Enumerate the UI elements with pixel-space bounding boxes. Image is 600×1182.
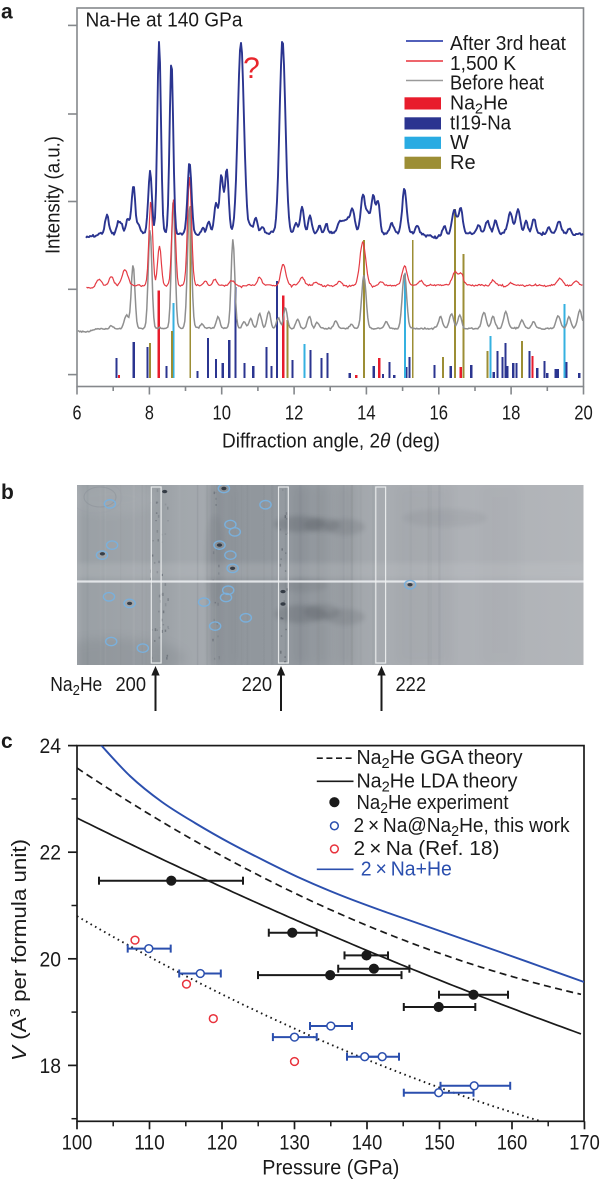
- svg-text:10: 10: [212, 403, 231, 425]
- svg-text:20: 20: [574, 403, 593, 425]
- svg-text:tI19-Na: tI19-Na: [450, 113, 512, 135]
- svg-text:Pressure (GPa): Pressure (GPa): [262, 1157, 399, 1180]
- svg-text:W: W: [450, 132, 469, 154]
- svg-text:130: 130: [279, 1130, 310, 1154]
- svg-text:140: 140: [352, 1130, 383, 1154]
- svg-text:100: 100: [62, 1130, 93, 1154]
- svg-text:150: 150: [424, 1130, 455, 1154]
- svg-text:?: ?: [243, 52, 260, 85]
- svg-text:Before heat: Before heat: [450, 73, 544, 95]
- svg-text:a: a: [1, 1, 13, 24]
- svg-text:120: 120: [207, 1130, 238, 1154]
- svg-text:2 × Na@Na2He, this work: 2 × Na@Na2He, this work: [354, 815, 571, 840]
- svg-text:170: 170: [569, 1130, 600, 1154]
- svg-text:8: 8: [145, 403, 154, 425]
- svg-text:20: 20: [40, 947, 62, 971]
- svg-text:1,500 K: 1,500 K: [450, 53, 517, 75]
- svg-text:14: 14: [357, 403, 376, 425]
- svg-text:18: 18: [502, 403, 521, 425]
- svg-text:After 3rd heat: After 3rd heat: [450, 33, 566, 55]
- svg-text:220: 220: [242, 674, 273, 696]
- svg-text:c: c: [1, 730, 13, 753]
- svg-text:Na2He experiment: Na2He experiment: [357, 792, 509, 817]
- svg-text:200: 200: [116, 674, 147, 696]
- svg-text:b: b: [1, 481, 14, 504]
- svg-text:V (A3 per formula unit): V (A3 per formula unit): [7, 839, 31, 1061]
- svg-text:Na-He at 140 GPa: Na-He at 140 GPa: [86, 10, 244, 32]
- svg-text:2 × Na+He: 2 × Na+He: [361, 858, 452, 880]
- svg-text:Re: Re: [450, 152, 476, 174]
- svg-text:22: 22: [40, 841, 62, 865]
- svg-text:160: 160: [497, 1130, 528, 1154]
- svg-text:Na2He GGA theory: Na2He GGA theory: [357, 747, 523, 772]
- svg-text:16: 16: [430, 403, 449, 425]
- svg-text:Na2He: Na2He: [450, 93, 508, 118]
- svg-text:Diffraction angle, 2θ (deg): Diffraction angle, 2θ (deg): [222, 431, 440, 453]
- svg-text:12: 12: [285, 403, 304, 425]
- svg-text:6: 6: [73, 403, 82, 425]
- svg-text:110: 110: [134, 1130, 165, 1154]
- svg-text:Intensity (a.u.): Intensity (a.u.): [43, 136, 65, 254]
- svg-text:2 × Na (Ref. 18): 2 × Na (Ref. 18): [354, 838, 500, 860]
- svg-text:24: 24: [40, 734, 62, 758]
- svg-text:222: 222: [396, 674, 427, 696]
- svg-text:18: 18: [40, 1054, 62, 1078]
